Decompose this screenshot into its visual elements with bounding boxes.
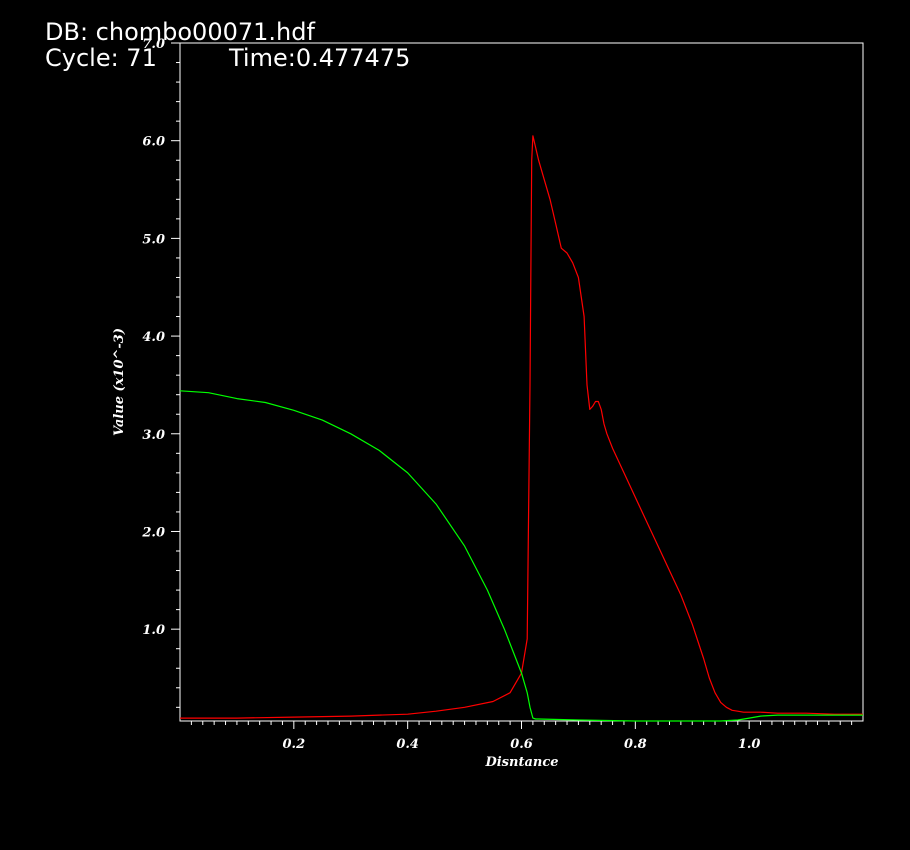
x-axis-ticks <box>190 721 853 729</box>
x-tick-label: 1.0 <box>738 737 761 752</box>
cycle-label: Cycle: 71 <box>45 44 157 72</box>
x-tick-label: 0.6 <box>510 737 533 752</box>
series-group <box>179 135 863 722</box>
plot-frame <box>179 42 864 722</box>
y-axis-ticks <box>171 42 180 708</box>
x-axis-tick-labels: 0.2 0.4 0.6 0.8 1.0 <box>283 737 761 752</box>
x-axis-title: Disntance <box>484 755 558 770</box>
y-tick-label: 3.0 <box>142 428 165 443</box>
x-tick-label: 0.2 <box>283 737 306 752</box>
y-tick-label: 1.0 <box>142 623 165 638</box>
y-tick-label: 6.0 <box>142 135 165 150</box>
database-label: DB: chombo00071.hdf <box>45 18 315 46</box>
x-tick-label: 0.8 <box>624 737 647 752</box>
x-tick-label: 0.4 <box>396 737 419 752</box>
series-line-1 <box>180 135 863 719</box>
y-axis-tick-labels: 1.0 2.0 3.0 4.0 5.0 6.0 7.0 <box>141 37 165 638</box>
y-tick-label: 2.0 <box>141 525 165 540</box>
time-label: Time:0.477475 <box>229 44 411 72</box>
y-tick-label: 5.0 <box>142 232 165 247</box>
y-tick-label: 7.0 <box>142 37 165 52</box>
y-axis-title: Value (x10^-3) <box>112 328 127 436</box>
y-tick-label: 4.0 <box>142 330 165 345</box>
series-line-2 <box>179 390 863 722</box>
